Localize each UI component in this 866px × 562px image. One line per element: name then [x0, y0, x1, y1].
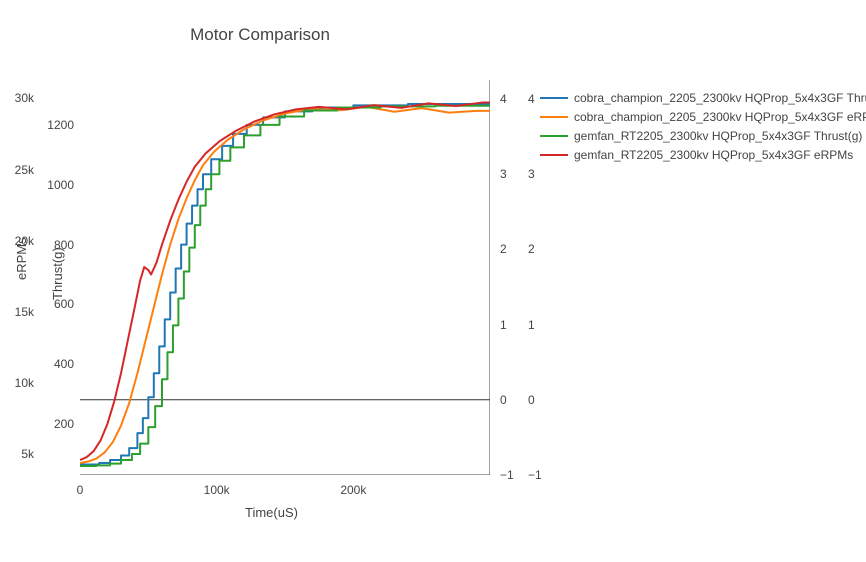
legend-label: gemfan_RT2205_2300kv HQProp_5x4x3GF Thru… — [574, 129, 862, 143]
series-cobra_thrust — [80, 104, 490, 465]
tick-label: 3 — [528, 167, 535, 181]
series-cobra_erpm — [80, 107, 490, 463]
legend-swatch — [540, 135, 568, 137]
tick-label: 10k — [15, 376, 34, 390]
tick-label: 1 — [528, 318, 535, 332]
y-inner-axis-label: Thrust(g) — [50, 247, 65, 300]
legend-item[interactable]: gemfan_RT2205_2300kv HQProp_5x4x3GF eRPM… — [540, 145, 866, 164]
tick-label: 4 — [528, 92, 535, 106]
tick-label: 0 — [528, 393, 535, 407]
legend: cobra_champion_2205_2300kv HQProp_5x4x3G… — [540, 88, 866, 164]
tick-label: 0 — [500, 393, 507, 407]
legend-item[interactable]: cobra_champion_2205_2300kv HQProp_5x4x3G… — [540, 107, 866, 126]
legend-item[interactable]: cobra_champion_2205_2300kv HQProp_5x4x3G… — [540, 88, 866, 107]
legend-label: cobra_champion_2205_2300kv HQProp_5x4x3G… — [574, 91, 866, 105]
tick-label: 200 — [54, 417, 74, 431]
tick-label: 1200 — [47, 118, 74, 132]
tick-label: 15k — [15, 305, 34, 319]
tick-label: 800 — [54, 238, 74, 252]
tick-label: 600 — [54, 297, 74, 311]
tick-label: −1 — [500, 468, 514, 482]
tick-label: 400 — [54, 357, 74, 371]
tick-label: 30k — [15, 91, 34, 105]
legend-label: cobra_champion_2205_2300kv HQProp_5x4x3G… — [574, 110, 866, 124]
legend-swatch — [540, 154, 568, 156]
tick-label: 20k — [15, 234, 34, 248]
chart-svg — [80, 80, 490, 475]
series-gemfan_thrust — [80, 106, 490, 466]
tick-label: 1 — [500, 318, 507, 332]
tick-label: 200k — [340, 483, 366, 497]
tick-label: 4 — [500, 92, 507, 106]
tick-label: 100k — [204, 483, 230, 497]
plot-area — [80, 80, 490, 475]
series-gemfan_erpm — [80, 102, 490, 460]
legend-swatch — [540, 116, 568, 118]
x-axis-label: Time(uS) — [245, 505, 298, 520]
tick-label: 25k — [15, 163, 34, 177]
tick-label: −1 — [528, 468, 542, 482]
tick-label: 5k — [21, 447, 34, 461]
legend-swatch — [540, 97, 568, 99]
tick-label: 1000 — [47, 178, 74, 192]
legend-item[interactable]: gemfan_RT2205_2300kv HQProp_5x4x3GF Thru… — [540, 126, 866, 145]
tick-label: 3 — [500, 167, 507, 181]
legend-label: gemfan_RT2205_2300kv HQProp_5x4x3GF eRPM… — [574, 148, 853, 162]
chart-title: Motor Comparison — [0, 25, 520, 45]
tick-label: 0 — [77, 483, 84, 497]
tick-label: 2 — [528, 242, 535, 256]
tick-label: 2 — [500, 242, 507, 256]
